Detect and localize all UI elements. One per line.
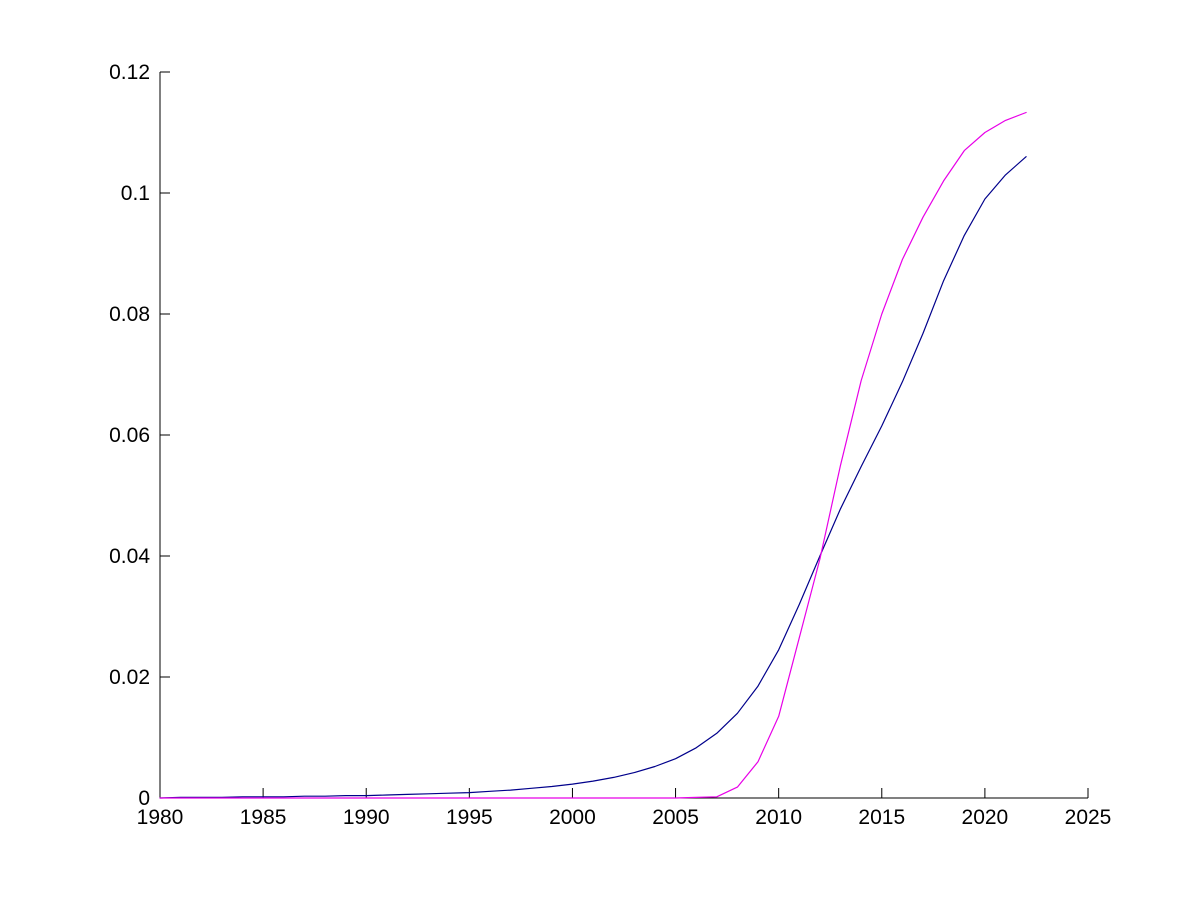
y-tick-label: 0 xyxy=(138,787,150,810)
magenta-curve xyxy=(159,111,1027,799)
x-tick-label: 2000 xyxy=(549,806,596,829)
x-tick-label: 2025 xyxy=(1065,806,1112,829)
x-tick-label: 1990 xyxy=(343,806,390,829)
axes: 1980 1985 1990 1995 2000 2005 2010 2015 2020 2025… xyxy=(109,61,1111,829)
y-tick-label: 0.1 xyxy=(121,182,150,205)
y-tick-label: 0.04 xyxy=(109,545,150,568)
y-tick-label: 0.06 xyxy=(109,424,150,447)
x-tick-label: 2020 xyxy=(962,806,1009,829)
x-tick-label: 2005 xyxy=(652,806,699,829)
y-tick-label: 0.02 xyxy=(109,666,150,689)
y-tick-label: 0.08 xyxy=(109,303,150,326)
y-tick-label: 0.12 xyxy=(109,61,150,84)
x-tick-label: 1980 xyxy=(137,806,184,829)
x-tick-label: 1985 xyxy=(240,806,287,829)
x-tick-label: 1995 xyxy=(446,806,493,829)
x-tick-label: 2015 xyxy=(858,806,905,829)
dark-blue-curve xyxy=(159,156,1027,799)
x-tick-label: 2010 xyxy=(755,806,802,829)
plot-series xyxy=(159,111,1027,799)
